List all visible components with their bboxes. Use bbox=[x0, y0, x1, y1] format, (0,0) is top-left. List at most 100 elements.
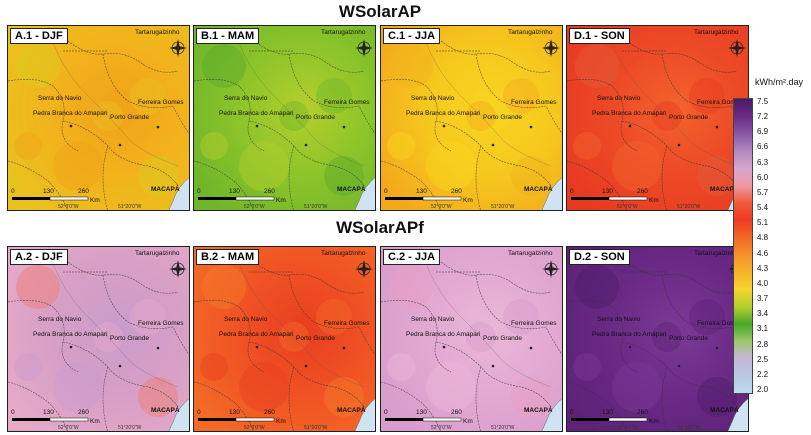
panel-label: C.1 - JJA bbox=[383, 28, 441, 44]
map-raster bbox=[381, 247, 562, 431]
place-ferreira-gomes: Ferreira Gomes bbox=[511, 320, 557, 327]
place-porto-grande: Porto Grande bbox=[110, 335, 150, 342]
longitude-label-2: 51°20'0"W bbox=[118, 425, 142, 431]
scale-bar bbox=[198, 196, 275, 201]
legend-tick-label: 5.1 bbox=[757, 218, 769, 228]
place-pedra-branca: Pedra Branca do Amapari bbox=[406, 110, 481, 117]
legend-tick-label: 4.3 bbox=[757, 263, 769, 273]
panel-label: B.2 - MAM bbox=[196, 249, 260, 265]
legend-unit-label: kWh/m².day bbox=[755, 77, 804, 87]
place-ferreira-gomes: Ferreira Gomes bbox=[138, 320, 184, 327]
place-porto-grande: Porto Grande bbox=[669, 335, 709, 342]
map-raster bbox=[381, 26, 562, 210]
place-serra-do-navio: Serra do Navio bbox=[411, 316, 455, 323]
longitude-label-1: 52°0'0"W bbox=[244, 204, 265, 210]
place-pedra-branca: Pedra Branca do Amapari bbox=[33, 331, 108, 338]
place-macapa: MACAPÁ bbox=[151, 407, 180, 414]
scale-label-zero: 0 bbox=[197, 188, 201, 195]
scale-label-zero: 0 bbox=[384, 409, 388, 416]
map-panel-d2: D.2 - SON Tartarugalzinho Serra do Navio Fe… bbox=[566, 246, 749, 432]
longitude-label-1: 52°0'0"W bbox=[58, 204, 79, 210]
place-serra-do-navio: Serra do Navio bbox=[411, 95, 455, 102]
place-pedra-branca: Pedra Branca do Amapari bbox=[592, 110, 667, 117]
place-porto-grande: Porto Grande bbox=[669, 114, 709, 121]
legend-tick-label: 3.1 bbox=[757, 324, 769, 334]
scale-bar bbox=[12, 417, 89, 422]
place-macapa: MACAPÁ bbox=[337, 407, 366, 414]
place-tartarugalzinho: Tartarugalzinho bbox=[321, 250, 366, 257]
scale-bar bbox=[198, 417, 275, 422]
map-panel-b2: B.2 - MAM Tartarugalzinho Serra do Navio Fe… bbox=[193, 246, 376, 432]
longitude-label-2: 51°20'0"W bbox=[304, 204, 328, 210]
map-panel-c1: C.1 - JJA Tartarugalzinho Serra do Navio Fe… bbox=[380, 25, 563, 211]
scale-bar bbox=[571, 417, 648, 422]
scale-bar bbox=[12, 196, 89, 201]
north-arrow-icon bbox=[542, 260, 560, 278]
scale-label-unit: Km bbox=[649, 197, 659, 204]
scale-label-zero: 0 bbox=[384, 188, 388, 195]
place-porto-grande: Porto Grande bbox=[110, 114, 150, 121]
legend-tick-label: 5.4 bbox=[757, 203, 769, 213]
place-pedra-branca: Pedra Branca do Amapari bbox=[219, 331, 294, 338]
color-legend: kWh/m².day 7.5 7.2 6.9 6.6 6.3 6.0 5.7 5.4 5.1 4.… bbox=[733, 75, 809, 405]
place-serra-do-navio: Serra do Navio bbox=[224, 95, 268, 102]
legend-tick-label: 4.0 bbox=[757, 278, 769, 288]
map-raster bbox=[194, 26, 375, 210]
longitude-label-1: 52°0'0"W bbox=[617, 204, 638, 210]
map-raster bbox=[567, 247, 748, 431]
panel-label: A.1 - DJF bbox=[10, 28, 68, 44]
place-serra-do-navio: Serra do Navio bbox=[224, 316, 268, 323]
place-macapa: MACAPÁ bbox=[524, 407, 553, 414]
scale-label-mid: 130 bbox=[43, 409, 54, 416]
north-arrow-icon bbox=[355, 260, 373, 278]
place-macapa: MACAPÁ bbox=[710, 186, 739, 193]
longitude-label-2: 51°20'0"W bbox=[677, 425, 701, 431]
longitude-label-2: 51°20'0"W bbox=[491, 425, 515, 431]
map-panel-b1: B.1 - MAM Tartarugalzinho Serra do Navio Fe… bbox=[193, 25, 376, 211]
place-ferreira-gomes: Ferreira Gomes bbox=[324, 320, 370, 327]
panel-label: B.1 - MAM bbox=[196, 28, 260, 44]
scale-label-mid: 130 bbox=[229, 188, 240, 195]
legend-tick-label: 6.9 bbox=[757, 127, 769, 137]
place-ferreira-gomes: Ferreira Gomes bbox=[697, 320, 743, 327]
scale-label-unit: Km bbox=[649, 418, 659, 425]
scale-label-zero: 0 bbox=[570, 409, 574, 416]
scale-label-mid: 130 bbox=[43, 188, 54, 195]
scale-label-unit: Km bbox=[463, 197, 473, 204]
map-panel-a1: A.1 - DJF Tartarugalzinho Serra do Navio Fe… bbox=[7, 25, 190, 211]
longitude-label-1: 52°0'0"W bbox=[58, 425, 79, 431]
scale-label-zero: 0 bbox=[11, 188, 15, 195]
scale-label-unit: Km bbox=[90, 197, 100, 204]
longitude-label-2: 51°20'0"W bbox=[118, 204, 142, 210]
place-macapa: MACAPÁ bbox=[151, 186, 180, 193]
place-ferreira-gomes: Ferreira Gomes bbox=[138, 99, 184, 106]
legend-tick-label: 4.8 bbox=[757, 233, 769, 243]
scale-label-zero: 0 bbox=[11, 409, 15, 416]
scale-label-zero: 0 bbox=[197, 409, 201, 416]
title-wsolarap: WSolarAP bbox=[338, 2, 422, 21]
map-raster bbox=[8, 26, 189, 210]
scale-label-mid: 130 bbox=[602, 409, 613, 416]
scale-label-unit: Km bbox=[463, 418, 473, 425]
north-arrow-icon bbox=[169, 260, 187, 278]
legend-tick-label: 3.4 bbox=[757, 309, 769, 319]
longitude-label-1: 52°0'0"W bbox=[431, 425, 452, 431]
scale-label-zero: 0 bbox=[570, 188, 574, 195]
longitude-label-1: 52°0'0"W bbox=[244, 425, 265, 431]
legend-tick-label: 2.8 bbox=[757, 339, 769, 349]
place-tartarugalzinho: Tartarugalzinho bbox=[135, 250, 180, 257]
place-macapa: MACAPÁ bbox=[524, 186, 553, 193]
place-macapa: MACAPÁ bbox=[337, 186, 366, 193]
place-ferreira-gomes: Ferreira Gomes bbox=[697, 99, 743, 106]
legend-tick-label: 6.0 bbox=[757, 172, 769, 182]
legend-tick-label: 2.2 bbox=[757, 369, 769, 379]
scale-bar bbox=[385, 417, 462, 422]
legend-tick-label: 6.6 bbox=[757, 142, 769, 152]
panel-label: C.2 - JJA bbox=[383, 249, 441, 265]
place-porto-grande: Porto Grande bbox=[296, 335, 336, 342]
place-pedra-branca: Pedra Branca do Amapari bbox=[219, 110, 294, 117]
scale-label-max: 260 bbox=[637, 409, 648, 416]
legend-tick-label: 6.3 bbox=[757, 157, 769, 167]
map-raster bbox=[8, 247, 189, 431]
place-ferreira-gomes: Ferreira Gomes bbox=[511, 99, 557, 106]
